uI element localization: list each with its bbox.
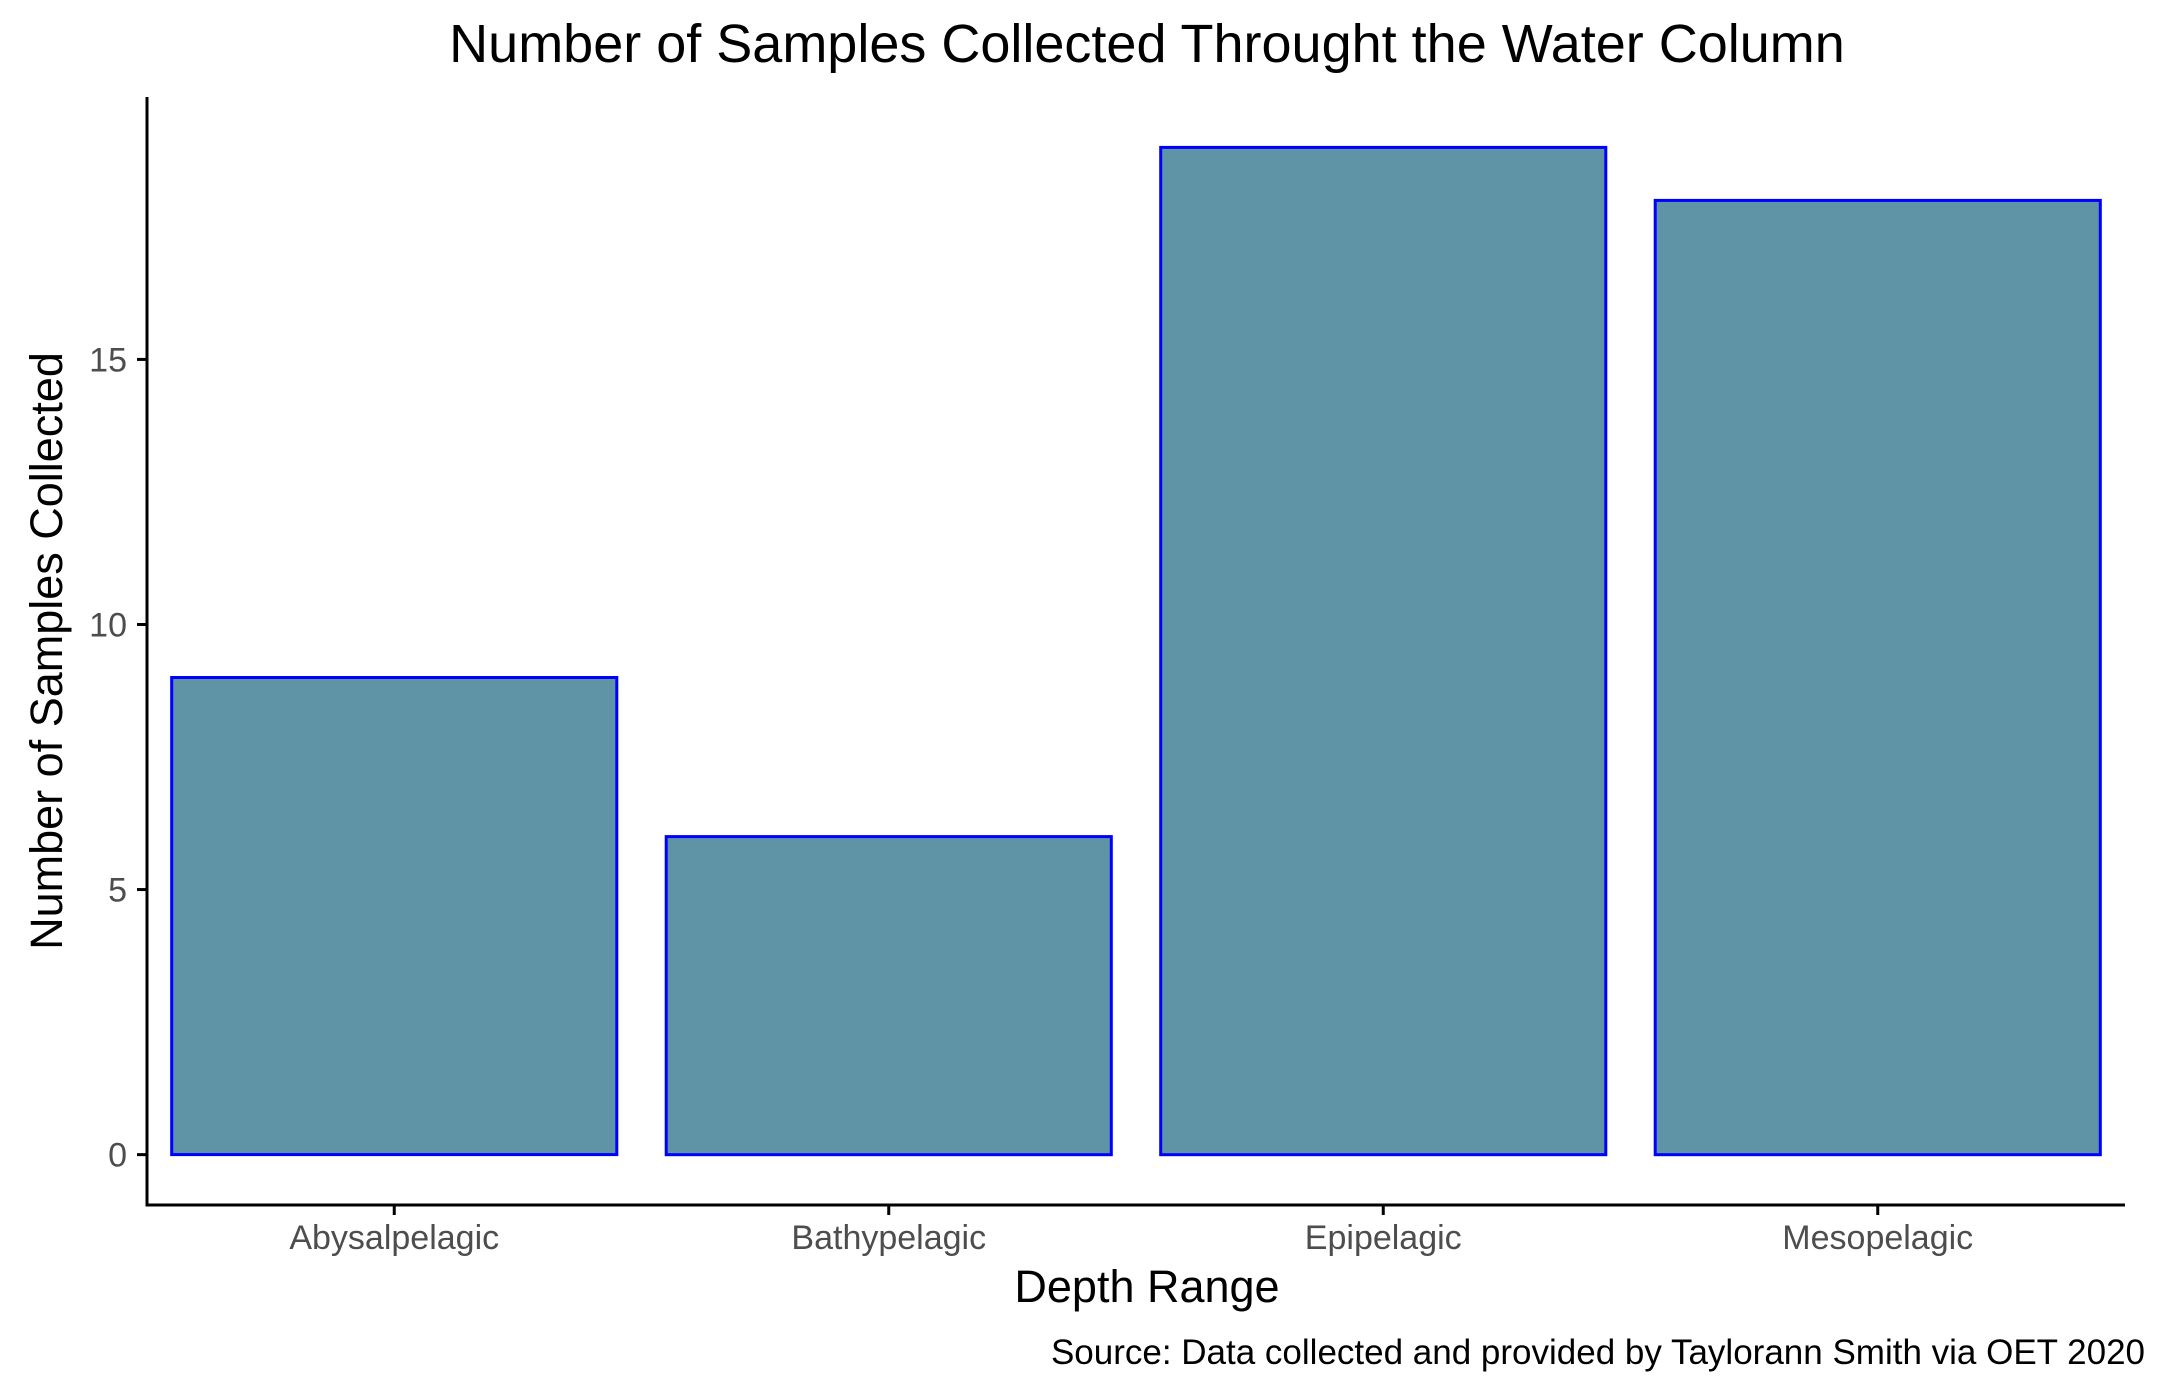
y-tick-label: 5 <box>108 872 127 910</box>
x-ticks: Abysalpelagic Bathypelagic Epipelagic Mesop… <box>289 1205 1973 1257</box>
bar-epipelagic <box>1159 145 1608 1157</box>
x-axis: Abysalpelagic Bathypelagic Epipelagic Mesop… <box>145 1203 2125 1257</box>
y-tick-label: 15 <box>89 341 127 379</box>
x-tick-label: Mesopelagic <box>1782 1219 1973 1257</box>
x-tick-label: Epipelagic <box>1305 1219 1462 1257</box>
chart-title: Number of Samples Collected Throught the… <box>449 14 1845 74</box>
bar-mesopelagic <box>1653 198 2102 1157</box>
y-axis-title: Number of Samples Collected <box>21 352 72 950</box>
bar-abysalpelagic <box>170 676 619 1157</box>
chart-caption: Source: Data collected and provided by T… <box>1051 1333 2145 1372</box>
y-ticks: 0 5 10 15 <box>89 341 147 1175</box>
y-tick-label: 0 <box>108 1137 127 1175</box>
y-axis: 0 5 10 15 <box>89 97 149 1206</box>
x-tick-label: Bathypelagic <box>791 1219 986 1257</box>
bars-layer <box>170 145 2102 1157</box>
x-tick-label: Abysalpelagic <box>289 1219 499 1257</box>
x-axis-title: Depth Range <box>1014 1261 1279 1312</box>
y-tick-label: 10 <box>89 606 127 644</box>
bar-bathypelagic <box>664 835 1113 1157</box>
